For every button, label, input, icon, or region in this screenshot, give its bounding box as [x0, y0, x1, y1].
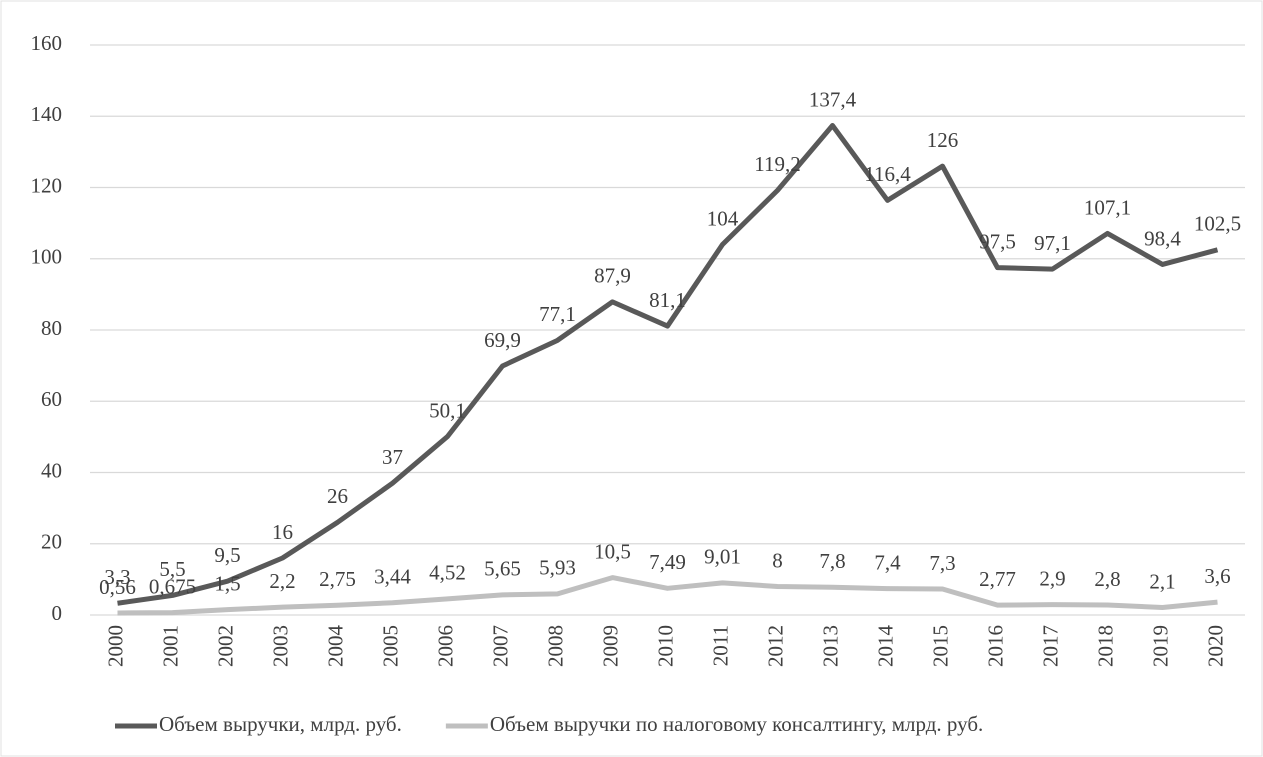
- series-line: [117, 123, 1219, 606]
- y-tick-label: 20: [41, 530, 62, 554]
- x-tick-label: 2019: [1148, 625, 1172, 667]
- data-label: 1,5: [214, 571, 240, 595]
- data-label: 2,9: [1039, 566, 1065, 590]
- x-tick-label: 2015: [928, 625, 952, 667]
- data-label: 0,675: [149, 574, 196, 598]
- data-label: 104: [707, 206, 739, 230]
- data-label: 4,52: [429, 561, 466, 585]
- y-tick-label: 160: [31, 31, 63, 55]
- series-line: [117, 575, 1218, 616]
- y-tick-label: 100: [31, 245, 63, 269]
- data-label: 9,01: [704, 545, 741, 569]
- data-label: 3,3: [104, 565, 130, 589]
- data-label: 2,75: [319, 567, 356, 591]
- data-label: 2,77: [979, 567, 1016, 591]
- y-tick-label: 80: [41, 316, 62, 340]
- data-label: 102,5: [1194, 212, 1241, 236]
- data-label: 26: [327, 484, 348, 508]
- y-tick-label: 120: [31, 173, 63, 197]
- x-tick-label: 2007: [488, 625, 512, 667]
- data-label: 5,65: [484, 557, 521, 581]
- y-tick-label: 0: [52, 601, 63, 625]
- x-tick-label: 2003: [268, 625, 292, 667]
- data-label: 16: [272, 520, 293, 544]
- data-label: 97,1: [1034, 231, 1071, 255]
- data-label: 2,8: [1094, 567, 1120, 591]
- data-label: 116,4: [864, 162, 911, 186]
- data-label: 126: [927, 128, 959, 152]
- data-label: 81,1: [649, 288, 686, 312]
- data-label: 50,1: [429, 398, 466, 422]
- x-tick-label: 2020: [1203, 625, 1227, 667]
- data-label: 37: [382, 445, 403, 469]
- x-tick-label: 2004: [323, 625, 347, 668]
- y-tick-label: 140: [31, 102, 63, 126]
- y-tick-label: 60: [41, 387, 62, 411]
- data-label: 77,1: [539, 302, 576, 326]
- y-tick-label: 40: [41, 458, 62, 482]
- x-tick-label: 2000: [103, 625, 127, 667]
- x-tick-label: 2013: [818, 625, 842, 667]
- data-label: 119,2: [754, 152, 800, 176]
- data-label: 69,9: [484, 328, 521, 352]
- x-tick-label: 2001: [158, 625, 182, 667]
- data-label: 10,5: [594, 539, 631, 563]
- data-label: 87,9: [594, 264, 631, 288]
- x-tick-label: 2002: [213, 625, 237, 667]
- x-tick-label: 2005: [378, 625, 402, 667]
- data-label: 9,5: [214, 543, 240, 567]
- x-tick-label: 2012: [763, 625, 787, 667]
- data-label: 98,4: [1144, 226, 1181, 250]
- data-label: 107,1: [1084, 195, 1131, 219]
- x-tick-label: 2011: [708, 625, 732, 666]
- data-label: 7,4: [874, 550, 901, 574]
- x-tick-label: 2016: [983, 625, 1007, 667]
- data-label: 97,5: [979, 229, 1016, 253]
- x-tick-label: 2018: [1093, 625, 1117, 667]
- x-tick-label: 2017: [1038, 625, 1062, 667]
- data-label: 2,1: [1149, 569, 1175, 593]
- data-label: 7,3: [929, 551, 955, 575]
- data-label: 5,5: [159, 557, 185, 581]
- data-label: 5,93: [539, 556, 576, 580]
- data-label: 137,4: [809, 87, 857, 111]
- x-tick-label: 2014: [873, 625, 897, 668]
- data-label: 3,44: [374, 565, 411, 589]
- data-label: 0,56: [99, 575, 136, 599]
- data-label: 7,49: [649, 550, 686, 574]
- x-tick-label: 2008: [543, 625, 567, 667]
- x-tick-label: 2009: [598, 625, 622, 667]
- data-label: 8: [772, 548, 783, 572]
- data-label: 7,8: [819, 549, 845, 573]
- data-label: 2,2: [269, 569, 295, 593]
- legend-label: Объем выручки, млрд. руб.: [159, 712, 402, 736]
- data-label: 3,6: [1204, 564, 1230, 588]
- x-tick-label: 2010: [653, 625, 677, 667]
- x-tick-label: 2006: [433, 625, 457, 667]
- legend-label: Объем выручки по налоговому консалтингу,…: [490, 712, 983, 736]
